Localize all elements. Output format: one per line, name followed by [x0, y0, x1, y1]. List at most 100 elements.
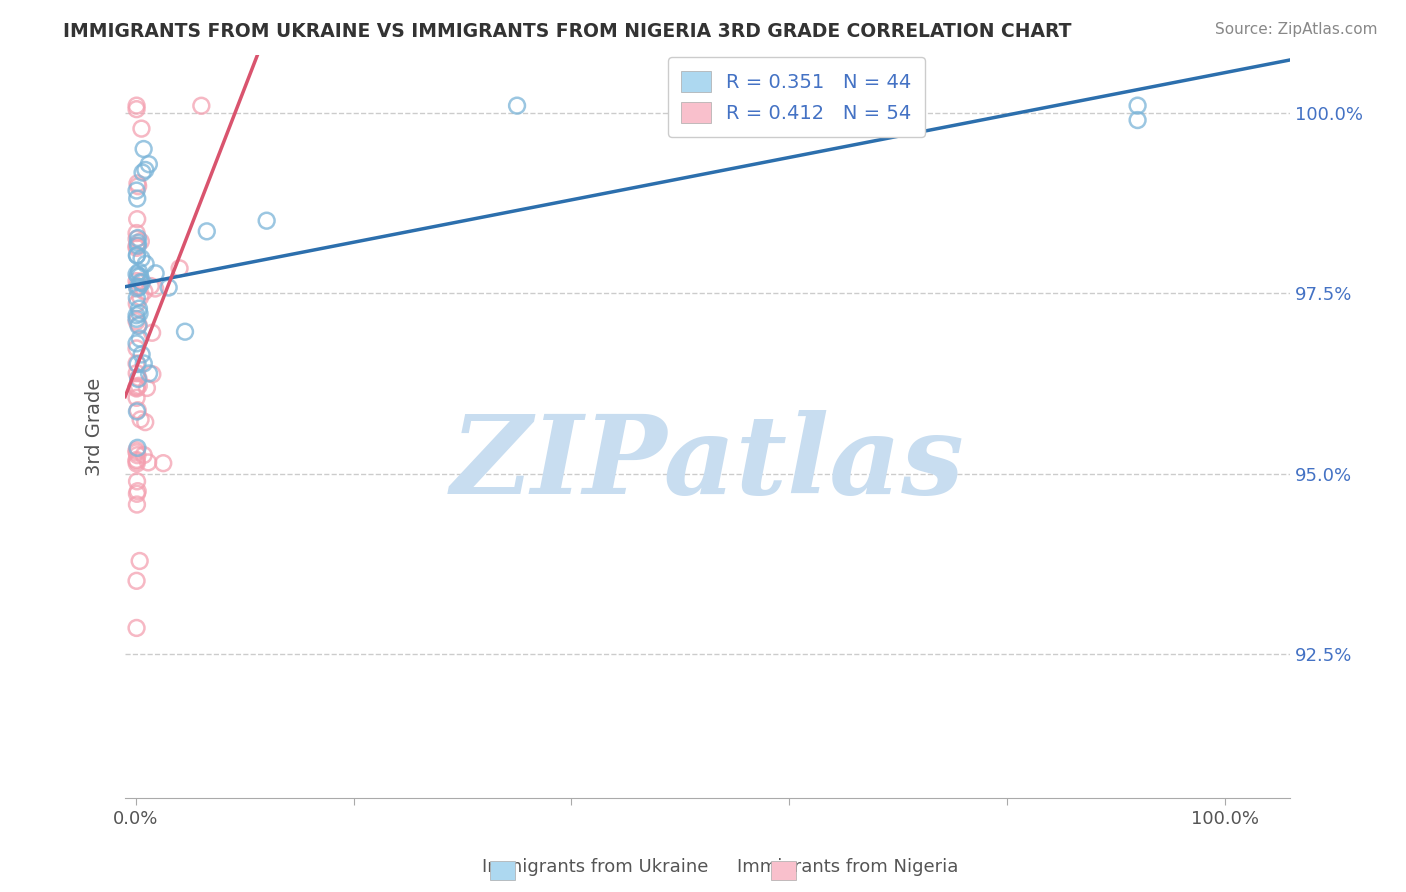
Point — [125, 391, 148, 405]
Point — [145, 266, 167, 280]
Point — [195, 224, 218, 238]
Point — [125, 291, 148, 305]
Point — [128, 554, 150, 568]
Point — [125, 279, 148, 293]
Point — [127, 268, 149, 283]
Text: ZIPatlas: ZIPatlas — [451, 410, 965, 517]
Point — [129, 235, 152, 249]
Point — [169, 261, 191, 276]
Point — [127, 371, 149, 385]
Point — [1126, 98, 1149, 112]
Point — [128, 306, 150, 320]
Point — [125, 457, 148, 471]
Point — [125, 454, 148, 468]
Point — [138, 157, 160, 171]
Point — [506, 98, 529, 112]
Point — [132, 356, 155, 370]
Point — [129, 412, 152, 426]
Point — [134, 163, 156, 178]
Point — [174, 325, 197, 339]
Point — [125, 366, 148, 380]
Point — [129, 275, 152, 289]
Point — [129, 275, 152, 289]
Point — [127, 372, 149, 386]
Point — [125, 314, 148, 328]
Point — [128, 280, 150, 294]
Text: Immigrants from Ukraine: Immigrants from Ukraine — [482, 858, 709, 876]
Point — [125, 342, 148, 356]
Point — [125, 445, 148, 459]
Point — [127, 179, 149, 194]
Point — [125, 248, 148, 262]
Point — [125, 336, 148, 351]
Point — [127, 403, 149, 417]
Point — [152, 456, 174, 470]
Point — [128, 269, 150, 284]
Point — [1126, 113, 1149, 128]
Point — [125, 184, 148, 198]
Point — [125, 621, 148, 635]
Text: Source: ZipAtlas.com: Source: ZipAtlas.com — [1215, 22, 1378, 37]
Point — [132, 142, 155, 156]
Point — [125, 226, 148, 240]
Point — [125, 574, 148, 588]
Point — [131, 347, 153, 361]
Point — [127, 448, 149, 462]
Point — [127, 238, 149, 252]
Point — [125, 239, 148, 253]
Point — [127, 231, 149, 245]
Point — [138, 367, 160, 381]
Point — [127, 441, 149, 455]
Point — [125, 453, 148, 467]
Point — [256, 213, 278, 227]
Point — [125, 308, 148, 322]
Point — [131, 252, 153, 266]
Point — [143, 281, 166, 295]
Point — [128, 332, 150, 346]
Point — [128, 301, 150, 316]
Point — [125, 98, 148, 112]
Point — [125, 274, 148, 288]
Point — [127, 281, 149, 295]
Point — [132, 448, 155, 462]
Point — [131, 165, 153, 179]
Point — [127, 357, 149, 371]
Point — [125, 443, 148, 458]
Text: Immigrants from Nigeria: Immigrants from Nigeria — [738, 858, 959, 876]
Point — [135, 381, 157, 395]
Point — [134, 415, 156, 429]
Point — [136, 455, 159, 469]
Point — [141, 368, 163, 382]
Point — [139, 279, 162, 293]
Point — [131, 121, 153, 136]
Point — [157, 280, 180, 294]
Point — [125, 357, 148, 371]
Point — [125, 381, 148, 395]
Point — [134, 285, 156, 299]
Point — [141, 326, 163, 340]
Point — [125, 241, 148, 255]
Point — [135, 257, 157, 271]
Point — [125, 102, 148, 116]
Point — [127, 192, 149, 206]
Point — [125, 296, 148, 310]
Point — [127, 212, 149, 227]
Point — [127, 318, 149, 333]
Point — [125, 267, 148, 281]
Point — [125, 498, 148, 512]
Point — [125, 487, 148, 501]
Text: IMMIGRANTS FROM UKRAINE VS IMMIGRANTS FROM NIGERIA 3RD GRADE CORRELATION CHART: IMMIGRANTS FROM UKRAINE VS IMMIGRANTS FR… — [63, 22, 1071, 41]
Point — [128, 379, 150, 393]
Point — [125, 475, 148, 489]
Point — [125, 404, 148, 418]
Point — [127, 177, 149, 191]
Point — [190, 99, 212, 113]
Point — [125, 232, 148, 246]
Point — [131, 276, 153, 290]
Point — [128, 318, 150, 332]
Y-axis label: 3rd Grade: 3rd Grade — [86, 377, 104, 475]
Point — [125, 311, 148, 326]
Point — [125, 382, 148, 396]
Legend: R = 0.351   N = 44, R = 0.412   N = 54: R = 0.351 N = 44, R = 0.412 N = 54 — [668, 57, 925, 136]
Point — [129, 290, 152, 304]
